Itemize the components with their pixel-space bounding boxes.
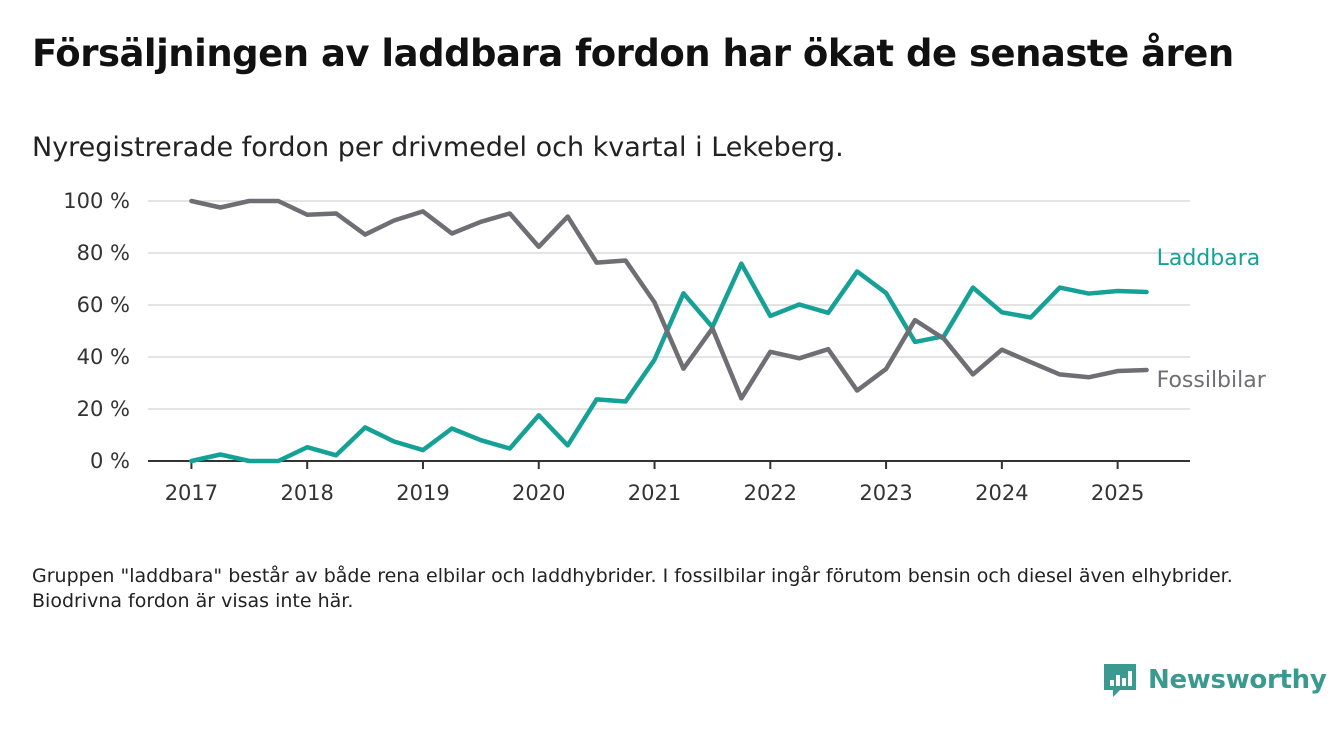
x-tick-label: 2018 <box>280 481 333 505</box>
series-line-laddbara <box>189 261 1149 464</box>
x-tick-label: 2024 <box>975 481 1028 505</box>
chart-subtitle: Nyregistrerade fordon per drivmedel och … <box>32 132 844 163</box>
x-tick-label: 2020 <box>512 481 565 505</box>
brand-logo: Newsworthy <box>1102 662 1327 698</box>
chart-title: Försäljningen av laddbara fordon har öka… <box>32 32 1234 75</box>
y-axis-ticks: 0 % 20 % 40 % 60 % 80 % 100 % <box>63 189 130 473</box>
series-line-fossilbilar <box>189 198 1149 401</box>
series-label-laddbara: Laddbara <box>1157 246 1261 271</box>
x-tick-label: 2021 <box>628 481 681 505</box>
brand-name: Newsworthy <box>1148 665 1327 695</box>
newsworthy-logo-icon <box>1104 664 1136 697</box>
x-tick-label: 2017 <box>165 481 218 505</box>
line-chart: 0 % 20 % 40 % 60 % 80 % 100 % 2017 2018 2019 202… <box>63 189 1267 505</box>
x-tick-label: 2025 <box>1091 481 1144 505</box>
y-tick-label: 80 % <box>77 241 130 265</box>
gridlines <box>148 200 1190 410</box>
y-tick-label: 40 % <box>77 345 130 369</box>
series-labels: Laddbara Fossilbilar <box>1157 246 1267 393</box>
series-label-fossilbilar: Fossilbilar <box>1157 368 1267 393</box>
x-tick-label: 2022 <box>744 481 797 505</box>
series-lines <box>189 198 1149 464</box>
y-tick-label: 60 % <box>77 293 130 317</box>
y-tick-label: 100 % <box>63 189 130 213</box>
footnote: Gruppen "laddbara" består av både rena e… <box>32 565 1233 612</box>
y-tick-label: 20 % <box>77 397 130 421</box>
x-tick-label: 2023 <box>859 481 912 505</box>
x-axis-ticks: 2017 2018 2019 2020 2021 2022 2023 2024 2025 <box>165 461 1144 505</box>
x-tick-label: 2019 <box>396 481 449 505</box>
y-tick-label: 0 % <box>90 449 130 473</box>
